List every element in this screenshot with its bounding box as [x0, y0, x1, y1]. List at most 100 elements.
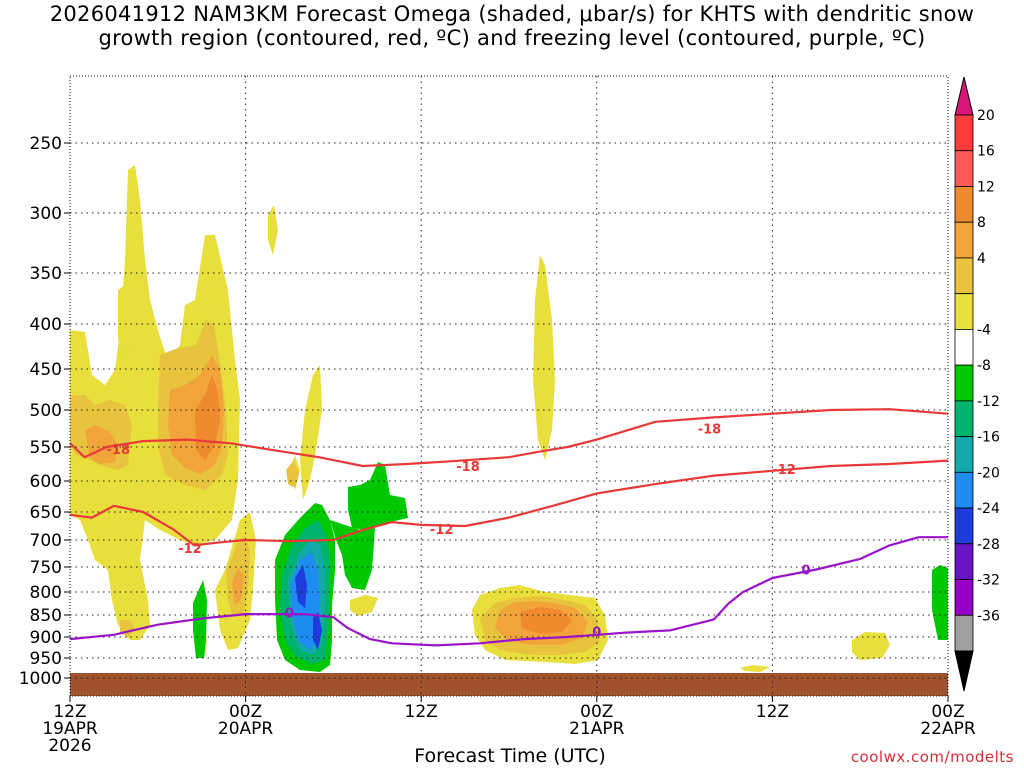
y-tick-label-800: 800 — [30, 583, 62, 603]
colorbar-label-7: -12 — [977, 394, 1000, 410]
y-tick-label-750: 750 — [30, 558, 62, 578]
colorbar-label-1: 16 — [977, 144, 995, 160]
colorbar-label-10: -24 — [977, 501, 1000, 517]
contour-label-8: 0 — [802, 564, 811, 579]
omega-area-neg6-2 — [348, 462, 408, 530]
colorbar-label-0: 20 — [977, 108, 995, 124]
x-tick-label-1-0: 00Z — [229, 702, 262, 722]
x-tick-label-2-0: 12Z — [405, 702, 438, 722]
colorbar-top-arrow — [954, 76, 974, 116]
x-tick-label-0-1: 19APR — [42, 719, 98, 739]
omega-area-15-1 — [520, 607, 572, 634]
omega-area-6-9 — [740, 665, 770, 672]
colorbar-label-13: -36 — [977, 608, 1000, 624]
colorbar-label-9: -20 — [977, 465, 1000, 481]
omega-area-6-6 — [533, 255, 555, 460]
colorbar-swatch-13 — [954, 579, 974, 616]
chart-title: 2026041912 NAM3KM Forecast Omega (shaded… — [0, 2, 1024, 50]
colorbar-label-5: -4 — [977, 322, 991, 338]
x-tick-label-0-0: 12Z — [53, 702, 86, 722]
contour-layer — [69, 408, 949, 647]
omega-area-6-10 — [852, 632, 890, 660]
y-tick-label-500: 500 — [30, 401, 62, 421]
x-axis-label: Forecast Time (UTC) — [414, 745, 606, 767]
contour-line-1 — [69, 459, 949, 547]
y-tick-label-650: 650 — [30, 503, 62, 523]
contour-label-5: -12 — [772, 463, 796, 478]
x-tick-label-4-0: 12Z — [756, 702, 789, 722]
colorbar-swatch-3 — [954, 221, 974, 259]
colorbar-swatch-1 — [954, 150, 974, 187]
y-tick-label-350: 350 — [30, 264, 62, 284]
colorbar-swatch-12 — [954, 543, 974, 580]
contour-label-1: -18 — [456, 460, 480, 475]
x-tick-label-5-0: 00Z — [931, 702, 964, 722]
x-tick-label-1-1: 20APR — [218, 719, 274, 739]
omega-area-neg6-4 — [932, 565, 948, 640]
y-tick-label-550: 550 — [30, 438, 62, 458]
y-tick-label-450: 450 — [30, 360, 62, 380]
colorbar-swatch-10 — [954, 471, 974, 509]
y-tick-label-900: 900 — [30, 628, 62, 648]
omega-area-6-8 — [350, 595, 378, 616]
colorbar-swatch-0 — [954, 114, 974, 152]
colorbar-label-6: -8 — [977, 358, 991, 374]
omega-area-neg22-0 — [295, 565, 307, 608]
omega-area-6-2 — [268, 205, 278, 255]
y-tick-label-400: 400 — [30, 315, 62, 335]
chart-title-line-1: 2026041912 NAM3KM Forecast Omega (shaded… — [49, 2, 975, 26]
colorbar-label-12: -32 — [977, 573, 1000, 589]
omega-shading-layer — [70, 165, 948, 672]
colorbar-swatch-6 — [954, 328, 974, 366]
y-tick-label-1000: 1000 — [19, 669, 62, 689]
ground-layer — [70, 673, 948, 696]
colorbar-swatch-2 — [954, 186, 974, 223]
plot-frame — [69, 75, 949, 697]
credit-link[interactable]: coolwx.com/modelts — [850, 748, 1014, 766]
omega-area-6-1 — [118, 282, 134, 360]
y-tick-label-300: 300 — [30, 204, 62, 224]
contour-line-0 — [69, 408, 949, 468]
contour-label-6: 0 — [285, 607, 294, 622]
colorbar-label-4: 4 — [977, 251, 986, 267]
contour-label-3: -12 — [178, 542, 202, 557]
y-tick-label-250: 250 — [30, 134, 62, 154]
ground-surface — [70, 673, 948, 696]
axes-layer: 2503003504004505005506006507007508008509… — [19, 75, 976, 756]
omega-area-6-4 — [300, 365, 322, 500]
colorbar: 20 16 12 8 4 -4 -8 -12 -16 -20 -24 -28 -32 -36 — [954, 76, 1000, 692]
contour-label-2: -18 — [698, 423, 722, 438]
omega-area-15-0 — [195, 375, 220, 460]
contour-label-7: 0 — [592, 626, 601, 641]
colorbar-swatch-8 — [954, 400, 974, 438]
omega-area-6-0 — [70, 165, 240, 640]
x-tick-label-3-1: 21APR — [569, 719, 625, 739]
contour-label-4: -12 — [430, 523, 454, 538]
contour-label-layer: -18 -18 -18 -12 -12 -12 0 0 0 — [107, 423, 811, 641]
y-tick-label-700: 700 — [30, 531, 62, 551]
colorbar-label-3: 8 — [977, 215, 986, 231]
colorbar-label-8: -16 — [977, 430, 1000, 446]
colorbar-swatch-14 — [954, 614, 974, 652]
contour-line-2 — [69, 536, 948, 647]
colorbar-swatch-7 — [954, 364, 974, 402]
colorbar-label-11: -28 — [977, 537, 1000, 553]
x-tick-label-5-1: 22APR — [920, 719, 976, 739]
omega-area-neg6-1 — [330, 520, 375, 590]
y-tick-label-950: 950 — [30, 649, 62, 669]
omega-area-12-3 — [232, 568, 244, 605]
omega-area-neg22-1 — [313, 612, 322, 650]
grid-layer — [70, 76, 948, 696]
colorbar-swatch-5 — [954, 293, 974, 330]
y-tick-label-600: 600 — [30, 472, 62, 492]
x-tick-label-0-2: 2026 — [48, 736, 91, 756]
colorbar-bottom-arrow — [954, 650, 974, 692]
contour-label-0: -18 — [107, 443, 131, 458]
colorbar-label-2: 12 — [977, 179, 995, 195]
colorbar-swatch-9 — [954, 436, 974, 473]
chart-title-line-2: growth region (contoured, red, ºC) and f… — [98, 26, 926, 50]
colorbar-swatch-11 — [954, 507, 974, 545]
y-tick-label-850: 850 — [30, 606, 62, 626]
colorbar-swatch-4 — [954, 257, 974, 295]
